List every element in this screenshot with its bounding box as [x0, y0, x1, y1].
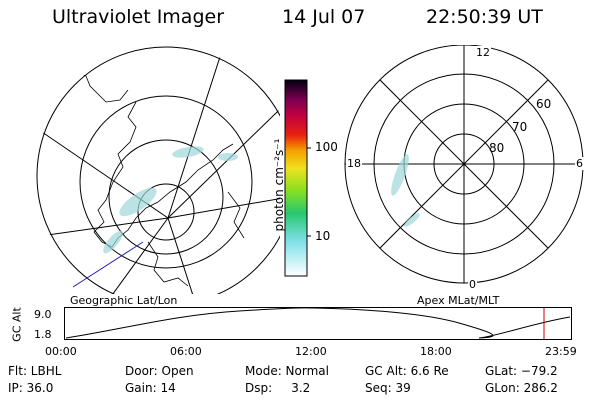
satellite-track [72, 241, 144, 288]
seq-info: Seq: 39 [365, 381, 411, 395]
glat-info: GLat: −79.2 [485, 364, 558, 378]
instrument-title: Ultraviolet Imager [52, 6, 225, 28]
colorbar-tick-100: 100 [315, 140, 338, 154]
altitude-xtick: 06:00 [170, 345, 202, 358]
altitude-xtick: 18:00 [420, 345, 452, 358]
mlat-label-80: 80 [489, 141, 505, 155]
mlt-label-0: 0 [468, 278, 477, 291]
apex-caption: Apex MLat/MLT [417, 294, 500, 307]
date-label: 14 Jul 07 [282, 6, 366, 28]
meridian [77, 217, 169, 294]
altitude-xtick: 23:59 [545, 345, 577, 358]
polar-plot [344, 45, 584, 284]
aurora-emission [103, 146, 238, 254]
coastline-south [147, 241, 189, 287]
aurora-emission-polar [391, 154, 420, 227]
coastline-north [57, 59, 129, 103]
mlt-label-18: 18 [346, 157, 362, 170]
altitude-xtick: 12:00 [295, 345, 327, 358]
ip-info: IP: 36.0 [8, 381, 54, 395]
meridian [167, 191, 280, 219]
altitude-ytick-max: 9.0 [34, 308, 52, 321]
colorbar-unit-label: photon cm⁻²s⁻¹ [272, 138, 286, 232]
mlt-label-12: 12 [475, 46, 491, 59]
lat-circle-60 [79, 95, 253, 269]
altitude-curve [65, 307, 571, 339]
lat-circle-80 [137, 183, 195, 241]
altitude-ylabel: GC Alt [10, 307, 24, 342]
altitude-ytick-min: 1.8 [34, 328, 52, 341]
filter-info: Flt: LBHL [8, 364, 62, 378]
mlat-label-70: 70 [512, 120, 528, 134]
meridian [36, 217, 169, 243]
horizon-circle [36, 46, 280, 294]
gain-info: Gain: 14 [125, 381, 176, 395]
altitude-xtick: 00:00 [45, 345, 77, 358]
coastline-east [227, 191, 245, 239]
geographic-caption: Geographic Lat/Lon [70, 294, 178, 307]
time-label: 22:50:39 UT [426, 6, 543, 28]
dsp-info: Dsp: 3.2 [245, 381, 311, 395]
meridian [167, 217, 209, 294]
colorbar-gradient [284, 79, 308, 277]
mode-info: Mode: Normal [245, 364, 329, 378]
colorbar-tick-10: 10 [315, 229, 331, 243]
mlt-label-6: 6 [575, 157, 584, 170]
geographic-map [36, 46, 280, 294]
meridian [167, 81, 280, 219]
altitude-plot [64, 307, 572, 340]
lat-circle-70 [108, 139, 224, 255]
altitude-frame [64, 307, 572, 340]
meridian [167, 46, 229, 219]
door-info: Door: Open [125, 364, 194, 378]
gc-alt-info: GC Alt: 6.6 Re [365, 364, 449, 378]
glon-info: GLon: 286.2 [485, 381, 558, 395]
mlat-label-60: 60 [536, 97, 552, 111]
colorbar [284, 79, 311, 277]
